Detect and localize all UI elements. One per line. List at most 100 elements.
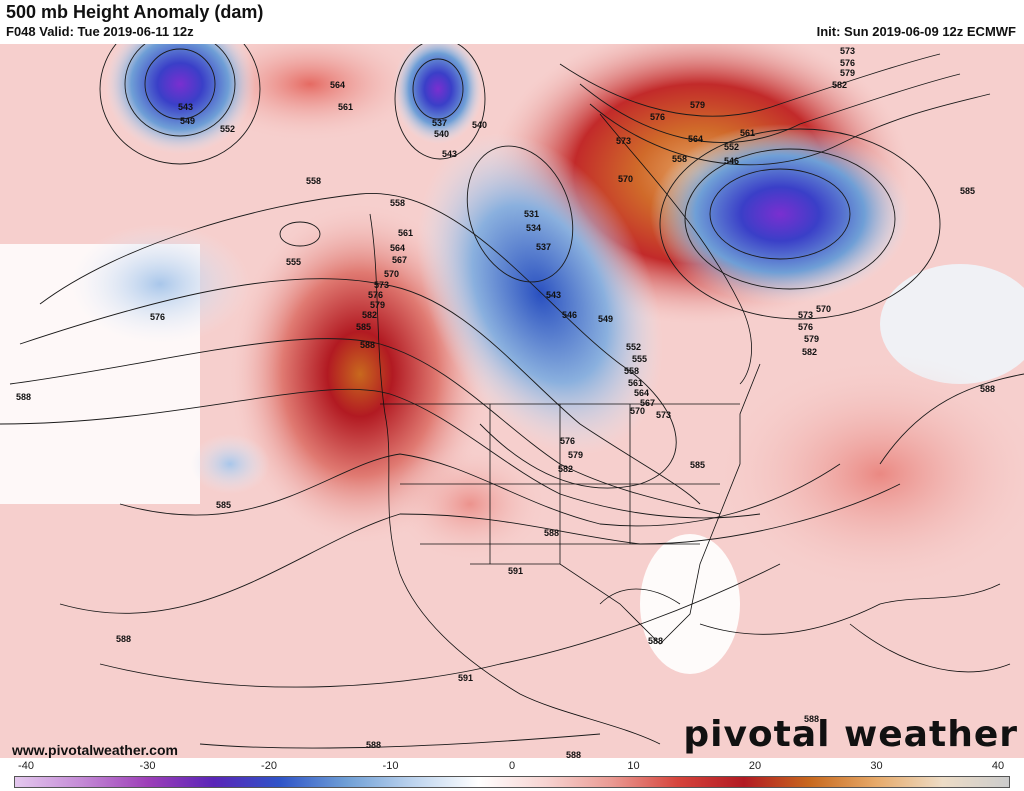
map-svg: 543 549 552 537 540 540 543 561 564 558 … bbox=[0, 44, 1024, 758]
contour-label: 531 bbox=[524, 209, 539, 219]
colorbar-tick-label: 40 bbox=[991, 760, 1005, 772]
contour-label: 555 bbox=[286, 257, 301, 267]
contour-label: 576 bbox=[368, 290, 383, 300]
contour-label: 591 bbox=[508, 566, 523, 576]
contour-label: 561 bbox=[398, 228, 413, 238]
colorbar-tick-label: 10 bbox=[627, 760, 640, 772]
contour-label: 561 bbox=[338, 102, 353, 112]
contour-label: 558 bbox=[306, 176, 321, 186]
negative-anomaly-bering bbox=[105, 44, 255, 154]
contour-label: 573 bbox=[840, 46, 855, 56]
contour-label: 588 bbox=[116, 634, 131, 644]
contour-label: 582 bbox=[832, 80, 847, 90]
contour-label: 570 bbox=[384, 269, 399, 279]
contour-label: 537 bbox=[536, 242, 551, 252]
colorbar-tick-label: 0 bbox=[508, 760, 516, 772]
negative-anomaly-canada bbox=[417, 133, 663, 455]
contour-label: 573 bbox=[656, 410, 671, 420]
contour-label: 582 bbox=[802, 347, 817, 357]
contour-label: 567 bbox=[640, 398, 655, 408]
contour-label: 564 bbox=[330, 80, 345, 90]
contour-label: 588 bbox=[566, 750, 581, 758]
contour-label: 543 bbox=[178, 102, 193, 112]
contour-label: 570 bbox=[630, 406, 645, 416]
colorbar bbox=[14, 776, 1010, 788]
valid-time: F048 Valid: Tue 2019-06-11 12z bbox=[6, 24, 194, 39]
init-time: Init: Sun 2019-06-09 12z ECMWF bbox=[816, 24, 1016, 39]
anomaly-map: 543 549 552 537 540 540 543 561 564 558 … bbox=[0, 44, 1024, 758]
contour-label: 558 bbox=[624, 366, 639, 376]
contour-label: 579 bbox=[840, 68, 855, 78]
contour-label: 579 bbox=[568, 450, 583, 460]
contour-label: 579 bbox=[804, 334, 819, 344]
neutral-zone-atlantic bbox=[880, 264, 1024, 384]
contour-label: 567 bbox=[392, 255, 407, 265]
contour-label: 588 bbox=[804, 714, 819, 724]
colorbar-tick-label: 20 bbox=[748, 760, 762, 772]
colorbar-tick-label: -40 bbox=[18, 760, 34, 772]
contour-label: 573 bbox=[798, 310, 813, 320]
contour-label: 558 bbox=[672, 154, 687, 164]
contour-label: 591 bbox=[458, 673, 473, 683]
contour-label: 585 bbox=[960, 186, 975, 196]
colorbar-tick-label: -20 bbox=[261, 760, 277, 772]
contour-label: 588 bbox=[16, 392, 31, 402]
colorbar-ticks: -40 -30 -20 -10 0 10 20 30 40 bbox=[0, 760, 1024, 774]
positive-anomaly-atlantic bbox=[710, 354, 1024, 594]
contour-label: 552 bbox=[626, 342, 641, 352]
contour-labels: 543 549 552 537 540 540 543 561 564 558 … bbox=[16, 46, 995, 758]
contour-label: 564 bbox=[688, 134, 703, 144]
contour-label: 573 bbox=[616, 136, 631, 146]
contour-label: 537 bbox=[432, 118, 447, 128]
contour-label: 576 bbox=[798, 322, 813, 332]
contour-label: 570 bbox=[816, 304, 831, 314]
contour-label: 540 bbox=[434, 129, 449, 139]
contour-label: 588 bbox=[366, 740, 381, 750]
contour-label: 549 bbox=[598, 314, 613, 324]
brand-logo: pivotal weather bbox=[683, 714, 1018, 755]
contour-label: 543 bbox=[546, 290, 561, 300]
contour-label: 534 bbox=[526, 223, 541, 233]
contour-label: 588 bbox=[980, 384, 995, 394]
contour-label: 540 bbox=[472, 120, 487, 130]
contour-label: 588 bbox=[360, 340, 375, 350]
map-title: 500 mb Height Anomaly (dam) bbox=[6, 2, 264, 22]
contour-label: 573 bbox=[374, 280, 389, 290]
contour-label: 588 bbox=[544, 528, 559, 538]
negative-anomaly-arctic bbox=[393, 44, 483, 144]
contour-label: 582 bbox=[558, 464, 573, 474]
contour-label: 552 bbox=[220, 124, 235, 134]
contour-label: 561 bbox=[740, 128, 755, 138]
neutral-zone-gulf bbox=[640, 534, 740, 674]
contour-label: 588 bbox=[648, 636, 663, 646]
contour-label: 543 bbox=[442, 149, 457, 159]
height-contours bbox=[0, 44, 1024, 749]
contour-label: 558 bbox=[390, 198, 405, 208]
contour-label: 564 bbox=[390, 243, 405, 253]
negative-anomaly-greenland bbox=[650, 124, 910, 304]
contour-label: 585 bbox=[356, 322, 371, 332]
coastlines bbox=[369, 113, 1011, 745]
contour-label: 564 bbox=[634, 388, 649, 398]
negative-anomaly-subtropical bbox=[190, 434, 270, 494]
contour-label: 585 bbox=[690, 460, 705, 470]
contour-label: 576 bbox=[150, 312, 165, 322]
contour-label: 570 bbox=[618, 174, 633, 184]
contour-label: 546 bbox=[562, 310, 577, 320]
contour-label: 549 bbox=[180, 116, 195, 126]
contour-label: 579 bbox=[690, 100, 705, 110]
colorbar-tick-label: -10 bbox=[382, 760, 399, 772]
contour-label: 585 bbox=[216, 500, 231, 510]
positive-anomaly-plains bbox=[390, 444, 550, 564]
contour-label: 582 bbox=[362, 310, 377, 320]
contour-label: 546 bbox=[724, 156, 739, 166]
contour-label: 555 bbox=[632, 354, 647, 364]
colorbar-tick-label: -30 bbox=[139, 760, 156, 772]
contour-label: 561 bbox=[628, 378, 643, 388]
contour-label: 552 bbox=[724, 142, 739, 152]
header: 500 mb Height Anomaly (dam) F048 Valid: … bbox=[0, 0, 1024, 44]
website-url[interactable]: www.pivotalweather.com bbox=[12, 742, 178, 758]
contour-label: 579 bbox=[370, 300, 385, 310]
contour-label: 576 bbox=[840, 58, 855, 68]
contour-label: 576 bbox=[560, 436, 575, 446]
